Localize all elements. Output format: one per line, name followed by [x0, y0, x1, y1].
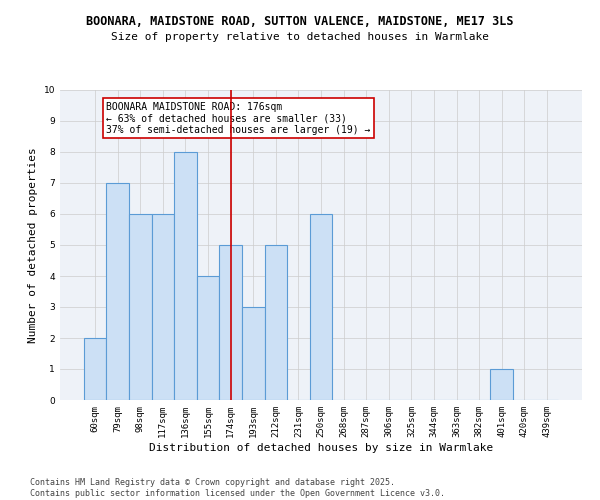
- Text: Contains HM Land Registry data © Crown copyright and database right 2025.
Contai: Contains HM Land Registry data © Crown c…: [30, 478, 445, 498]
- Bar: [84, 338, 106, 400]
- Bar: [197, 276, 220, 400]
- Bar: [174, 152, 197, 400]
- Bar: [106, 183, 129, 400]
- X-axis label: Distribution of detached houses by size in Warmlake: Distribution of detached houses by size …: [149, 442, 493, 452]
- Bar: [310, 214, 332, 400]
- Text: BOONARA, MAIDSTONE ROAD, SUTTON VALENCE, MAIDSTONE, ME17 3LS: BOONARA, MAIDSTONE ROAD, SUTTON VALENCE,…: [86, 15, 514, 28]
- Y-axis label: Number of detached properties: Number of detached properties: [28, 147, 38, 343]
- Bar: [242, 307, 265, 400]
- Bar: [152, 214, 174, 400]
- Bar: [265, 245, 287, 400]
- Text: Size of property relative to detached houses in Warmlake: Size of property relative to detached ho…: [111, 32, 489, 42]
- Bar: [490, 369, 513, 400]
- Bar: [220, 245, 242, 400]
- Bar: [129, 214, 152, 400]
- Text: BOONARA MAIDSTONE ROAD: 176sqm
← 63% of detached houses are smaller (33)
37% of : BOONARA MAIDSTONE ROAD: 176sqm ← 63% of …: [106, 102, 371, 135]
